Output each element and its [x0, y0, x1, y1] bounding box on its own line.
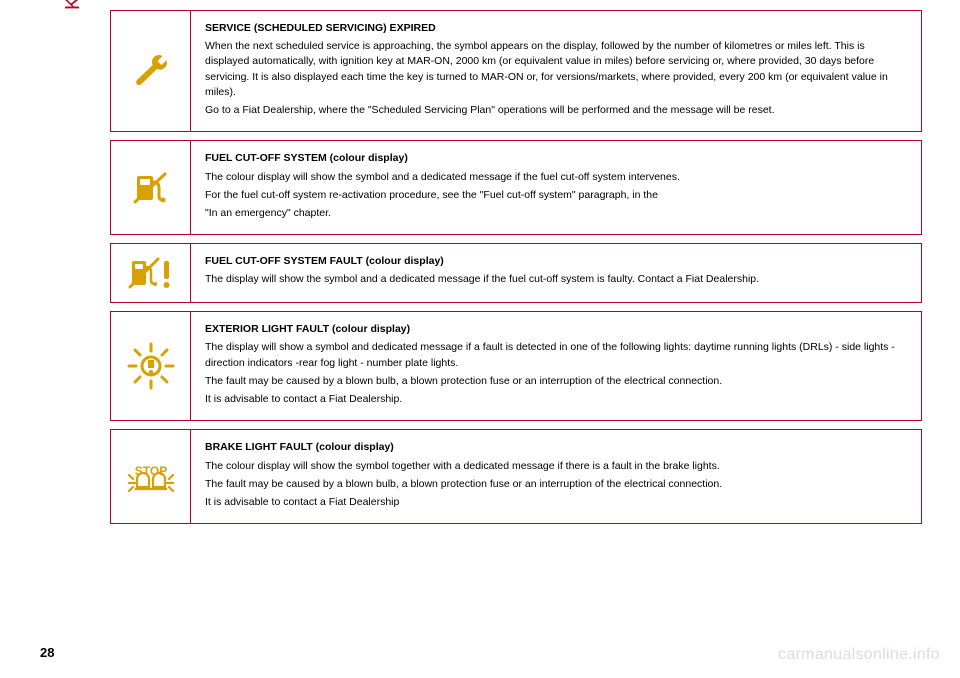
text-cell: BRAKE LIGHT FAULT (colour display) The c…: [191, 430, 921, 523]
warning-row-fuel-cutoff-fault: FUEL CUT-OFF SYSTEM FAULT (colour displa…: [110, 243, 922, 303]
fuel-cutoff-fault-icon: [111, 244, 191, 302]
warning-row-exterior-light: EXTERIOR LIGHT FAULT (colour display) Th…: [110, 311, 922, 421]
row-title: SERVICE (SCHEDULED SERVICING) EXPIRED: [205, 21, 907, 36]
row-para: It is advisable to contact a Fiat Dealer…: [205, 392, 907, 407]
svg-text:STOP: STOP: [134, 464, 166, 478]
row-para: The fault may be caused by a blown bulb,…: [205, 477, 907, 492]
text-cell: FUEL CUT-OFF SYSTEM FAULT (colour displa…: [191, 244, 921, 302]
content-area: SERVICE (SCHEDULED SERVICING) EXPIRED Wh…: [110, 10, 922, 532]
row-title: BRAKE LIGHT FAULT (colour display): [205, 440, 907, 455]
text-cell: SERVICE (SCHEDULED SERVICING) EXPIRED Wh…: [191, 11, 921, 131]
row-title: FUEL CUT-OFF SYSTEM (colour display): [205, 151, 907, 166]
row-title: EXTERIOR LIGHT FAULT (colour display): [205, 322, 907, 337]
wrench-icon: [111, 11, 191, 131]
row-para: For the fuel cut-off system re-activatio…: [205, 188, 907, 203]
sidebar-label: KNOWING YOUR CAR: [62, 0, 85, 10]
exterior-light-icon: [111, 312, 191, 420]
warning-row-fuel-cutoff: FUEL CUT-OFF SYSTEM (colour display) The…: [110, 140, 922, 235]
row-para: The display will show a symbol and dedic…: [205, 340, 907, 370]
brake-light-icon: STOP: [111, 430, 191, 523]
row-para: It is advisable to contact a Fiat Dealer…: [205, 495, 907, 510]
warning-row-service: SERVICE (SCHEDULED SERVICING) EXPIRED Wh…: [110, 10, 922, 132]
watermark: carmanualsonline.info: [778, 646, 940, 664]
text-cell: EXTERIOR LIGHT FAULT (colour display) Th…: [191, 312, 921, 420]
row-para: "In an emergency" chapter.: [205, 206, 907, 221]
row-para: The display will show the symbol and a d…: [205, 272, 907, 287]
row-para: The colour display will show the symbol …: [205, 170, 907, 185]
page-number: 28: [40, 645, 54, 660]
text-cell: FUEL CUT-OFF SYSTEM (colour display) The…: [191, 141, 921, 234]
fuel-cutoff-icon: [111, 141, 191, 234]
row-para: The fault may be caused by a blown bulb,…: [205, 374, 907, 389]
warning-row-brake-light: STOP BRAKE LIGHT FAULT (colour display): [110, 429, 922, 524]
row-title: FUEL CUT-OFF SYSTEM FAULT (colour displa…: [205, 254, 907, 269]
row-para: Go to a Fiat Dealership, where the "Sche…: [205, 103, 907, 118]
row-para: The colour display will show the symbol …: [205, 459, 907, 474]
row-para: When the next scheduled service is appro…: [205, 39, 907, 100]
